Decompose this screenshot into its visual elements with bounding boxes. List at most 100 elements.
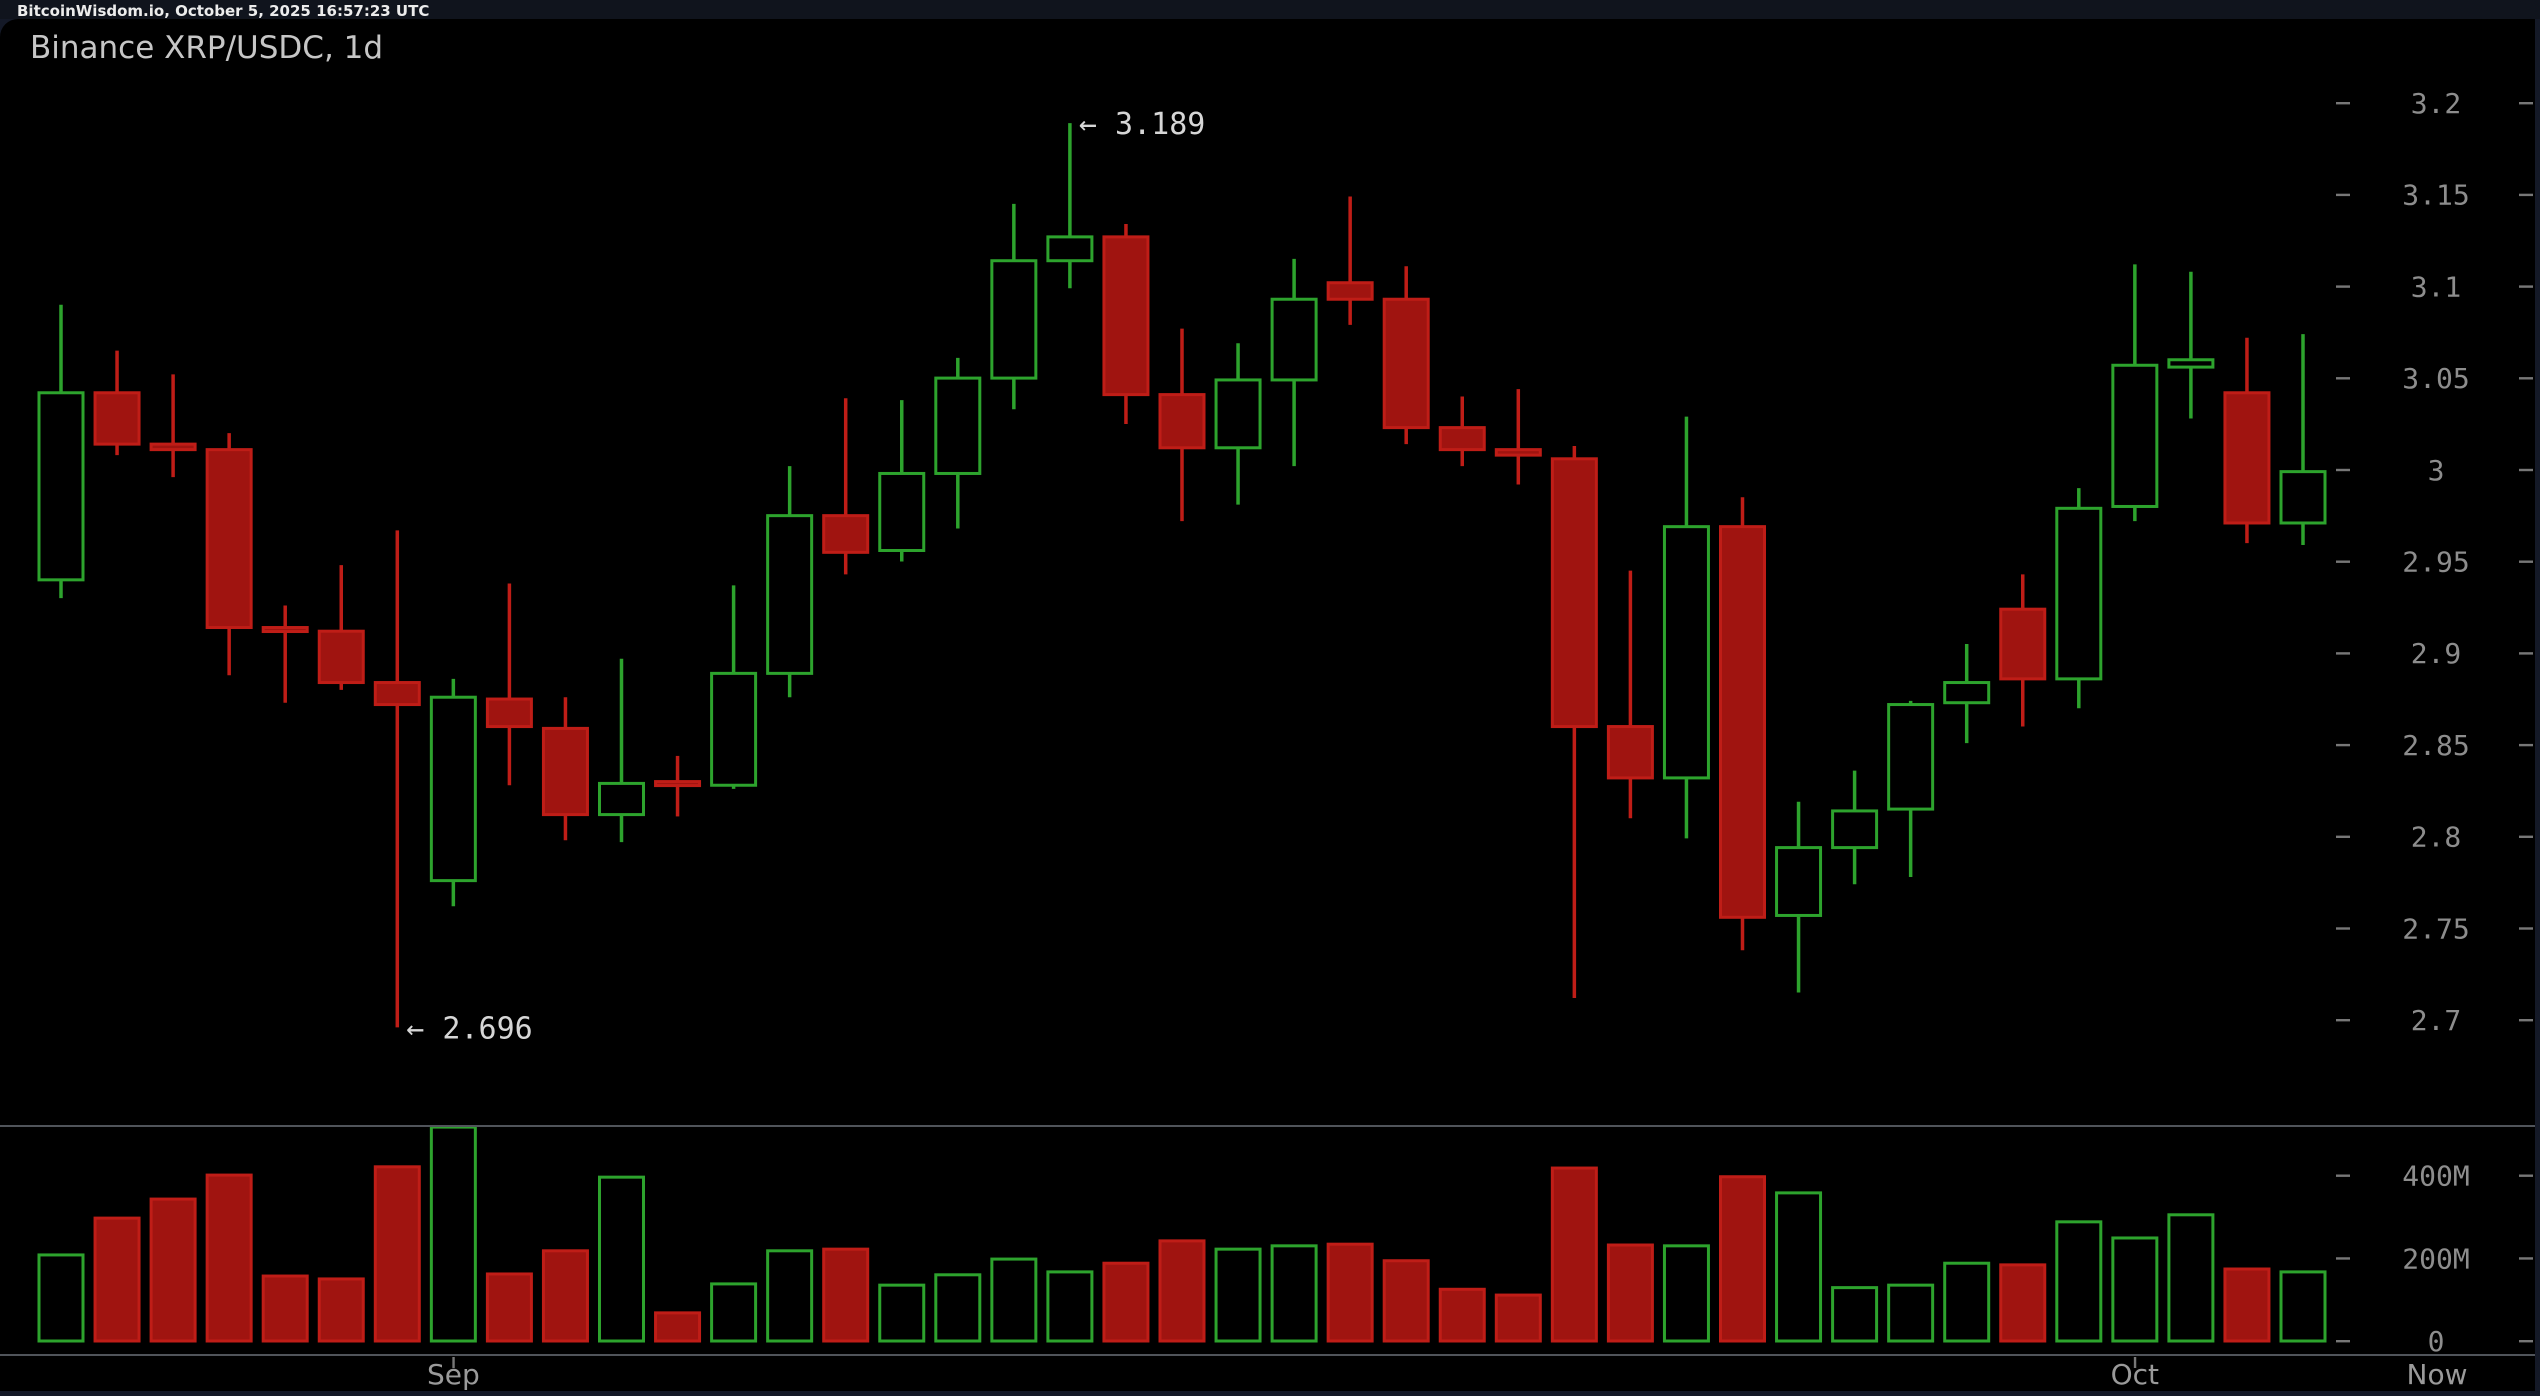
volume-bar[interactable]	[1494, 1293, 1542, 1343]
volume-bar[interactable]	[2111, 1236, 2159, 1343]
volume-bar[interactable]	[261, 1274, 309, 1343]
volume-bar[interactable]	[710, 1282, 758, 1343]
high-annotation: ← 3.189	[1079, 107, 1205, 142]
candle[interactable]	[710, 671, 758, 787]
volume-bar[interactable]	[485, 1272, 533, 1343]
volume-bar[interactable]	[1606, 1243, 1654, 1343]
candle[interactable]	[2167, 358, 2215, 369]
candle[interactable]	[654, 780, 702, 788]
price-tick-label: 2.9	[2411, 637, 2462, 670]
candle[interactable]	[1662, 525, 1710, 780]
axis-tick-dash	[2519, 468, 2533, 472]
candle[interactable]	[1494, 448, 1542, 457]
axes: 3.2 3.15 3.1 3.05 3 2.95 2.9 2.85 2.8 2.75 2.7 400M…	[0, 87, 2535, 1391]
volume-bar[interactable]	[373, 1165, 421, 1343]
volume-bar[interactable]	[1214, 1247, 1262, 1343]
volume-tick-label: 200M	[2402, 1242, 2469, 1275]
volume-bar[interactable]	[1382, 1259, 1430, 1343]
candle[interactable]	[429, 695, 477, 883]
axis-tick-dash	[2519, 835, 2533, 838]
candle[interactable]	[2223, 391, 2271, 525]
candle[interactable]	[934, 376, 982, 475]
candle[interactable]	[1887, 703, 1935, 811]
volume-bar[interactable]	[878, 1283, 926, 1343]
volume-bar[interactable]	[1550, 1166, 1598, 1343]
volume-bar[interactable]	[1102, 1261, 1150, 1343]
candle[interactable]	[1158, 393, 1206, 450]
axis-tick-dash	[2519, 1174, 2533, 1177]
volume-bar[interactable]	[1326, 1242, 1374, 1343]
volume-bar[interactable]	[1438, 1287, 1486, 1343]
volume-bar[interactable]	[317, 1277, 365, 1343]
candle[interactable]	[1438, 426, 1486, 452]
volume-bar[interactable]	[1943, 1261, 1991, 1343]
volume-bar[interactable]	[654, 1311, 702, 1343]
axis-tick-dash	[2519, 377, 2533, 380]
time-tick-dash	[452, 1357, 455, 1368]
candle[interactable]	[2111, 363, 2159, 508]
volume-bar[interactable]	[93, 1216, 141, 1343]
volume-bar[interactable]	[149, 1197, 197, 1343]
candle[interactable]	[822, 514, 870, 554]
volume-bar[interactable]	[1046, 1270, 1094, 1343]
candle[interactable]	[317, 629, 365, 685]
candle[interactable]	[1326, 281, 1374, 301]
volume-bar[interactable]	[1831, 1286, 1879, 1343]
candle[interactable]	[1270, 297, 1318, 382]
volume-bar[interactable]	[934, 1273, 982, 1343]
volume-bar[interactable]	[1775, 1191, 1823, 1343]
candle[interactable]	[485, 697, 533, 729]
candle[interactable]	[1102, 235, 1150, 397]
volume-bar[interactable]	[37, 1253, 85, 1343]
candle[interactable]	[878, 471, 926, 552]
axis-tick-dash	[2336, 560, 2350, 563]
candle[interactable]	[373, 681, 421, 707]
candle[interactable]	[766, 514, 814, 675]
candle[interactable]	[149, 442, 197, 452]
candle[interactable]	[1999, 607, 2047, 681]
volume-bar[interactable]	[1270, 1244, 1318, 1343]
volume-bar[interactable]	[990, 1257, 1038, 1343]
axis-tick-dash	[2336, 102, 2350, 105]
candle[interactable]	[598, 781, 645, 817]
volume-bar[interactable]	[598, 1175, 645, 1343]
volume-bar[interactable]	[766, 1249, 814, 1343]
volume-bar[interactable]	[205, 1173, 253, 1343]
candle[interactable]	[93, 391, 141, 446]
candle[interactable]	[1775, 846, 1823, 917]
candle[interactable]	[1606, 725, 1654, 780]
candle[interactable]	[37, 391, 85, 582]
volume-bar[interactable]	[1999, 1263, 2047, 1343]
volume-bar[interactable]	[1662, 1244, 1710, 1343]
candle[interactable]	[1214, 378, 1262, 450]
volume-bar[interactable]	[822, 1247, 870, 1343]
volume-bar[interactable]	[2279, 1270, 2327, 1343]
volume-bar[interactable]	[2167, 1213, 2215, 1343]
candle[interactable]	[1831, 809, 1879, 850]
volume-bar[interactable]	[541, 1249, 589, 1343]
axis-tick-dash	[2336, 285, 2350, 288]
volume-bar[interactable]	[1158, 1239, 1206, 1343]
candle[interactable]	[1550, 457, 1598, 729]
volume-bar[interactable]	[1719, 1175, 1766, 1343]
candle[interactable]	[205, 448, 253, 630]
candle[interactable]	[261, 626, 309, 634]
volume-bar[interactable]	[2223, 1267, 2271, 1343]
axis-tick-dash	[2336, 743, 2350, 747]
volume-tick-label: 400M	[2402, 1160, 2469, 1193]
axis-tick-dash	[2519, 652, 2533, 655]
candle[interactable]	[1382, 297, 1430, 430]
candle[interactable]	[2279, 470, 2327, 525]
candle[interactable]	[541, 726, 589, 817]
candle[interactable]	[1943, 681, 1991, 705]
time-tick-dash	[2133, 1357, 2137, 1368]
candle[interactable]	[2055, 506, 2103, 681]
volume-bar[interactable]	[429, 1125, 477, 1343]
candle[interactable]	[990, 259, 1038, 380]
volume-bar[interactable]	[2055, 1220, 2103, 1343]
volume-bar[interactable]	[1887, 1283, 1935, 1343]
candle[interactable]	[1046, 235, 1094, 263]
candle[interactable]	[1719, 525, 1766, 919]
axis-tick-dash	[2519, 1340, 2533, 1343]
